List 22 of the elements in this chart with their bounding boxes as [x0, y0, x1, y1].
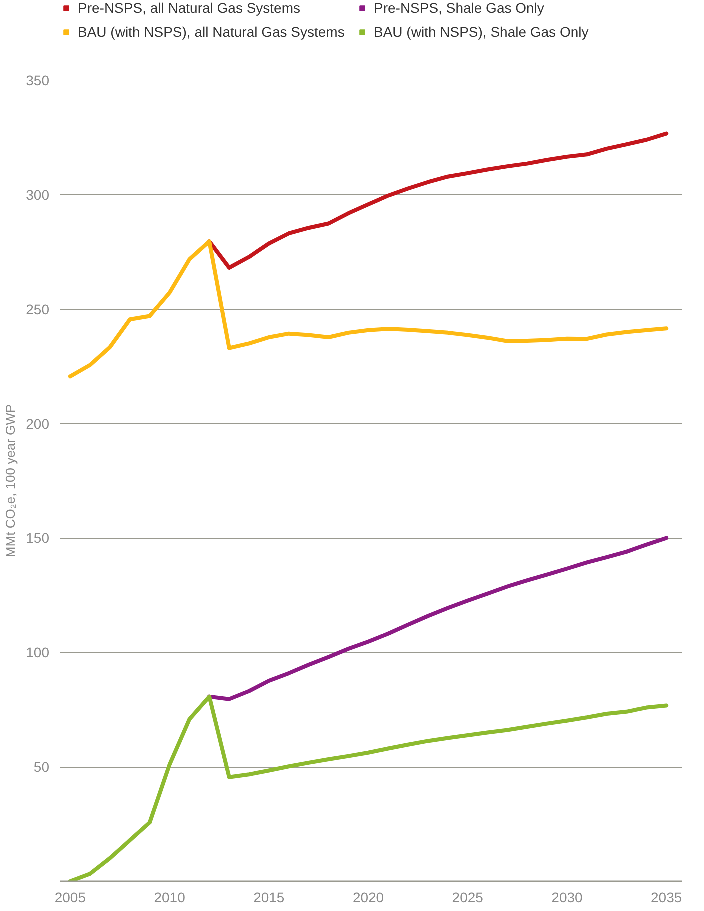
line-series [68, 694, 669, 882]
y-tick-label: 100 [26, 644, 50, 661]
x-tick-label: 2025 [452, 890, 484, 906]
y-tick-label: 250 [26, 301, 50, 318]
x-tick-label: 2005 [54, 890, 86, 906]
line-series [208, 536, 669, 702]
x-tick-label: 2020 [352, 890, 384, 906]
line-series [68, 240, 669, 379]
legend-label: Pre-NSPS, all Natural Gas Systems [78, 0, 302, 16]
x-tick-label: 2030 [552, 890, 584, 906]
x-tick-label: 2035 [651, 890, 682, 906]
y-tick-label: 300 [26, 186, 50, 203]
y-tick-label: 150 [26, 530, 50, 546]
x-tick-label: 2010 [154, 890, 186, 906]
y-tick-label: 50 [34, 759, 50, 776]
y-axis-title: MMt CO₂e, 100 year GWP [3, 404, 18, 558]
legend-label: BAU (with NSPS), Shale Gas Only [374, 24, 590, 40]
y-tick-label: 350 [26, 72, 50, 88]
x-tick-label: 2015 [254, 890, 285, 906]
legend-label: Pre-NSPS, Shale Gas Only [374, 0, 546, 16]
y-tick-label: 200 [26, 416, 50, 432]
legend-label: BAU (with NSPS), all Natural Gas Systems [78, 24, 346, 40]
